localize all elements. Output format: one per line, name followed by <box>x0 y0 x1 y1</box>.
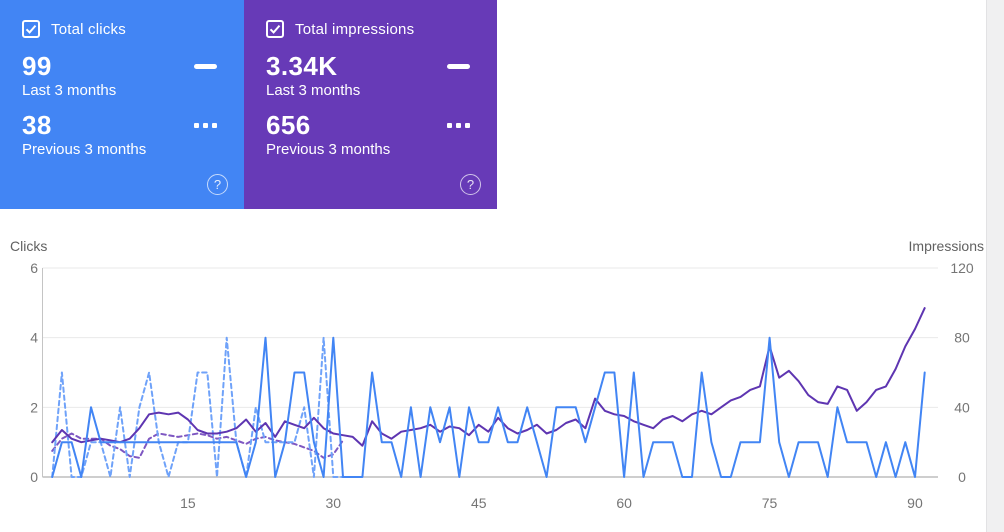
x-axis-tick-label: 60 <box>616 495 632 511</box>
solid-line-legend-icon <box>194 63 217 69</box>
primary-metric-label: Last 3 months <box>22 82 117 99</box>
checked-checkbox-icon[interactable] <box>22 20 40 38</box>
secondary-metric-value: 656 <box>266 109 311 140</box>
right-axis-tick-label: 0 <box>958 469 966 485</box>
impressions-prev-line <box>51 432 344 459</box>
left-axis-tick-label: 2 <box>30 399 38 415</box>
primary-metric-value: 3.34K <box>266 50 338 81</box>
left-axis-title: Clicks <box>10 238 47 254</box>
right-axis-tick-label: 120 <box>950 260 974 276</box>
total-impressions-card[interactable]: Total impressions 3.34K Last 3 months 65… <box>244 0 497 209</box>
dashed-line-legend-icon <box>194 122 217 128</box>
secondary-metric-label: Previous 3 months <box>266 141 391 158</box>
dashed-line-legend-icon <box>447 122 470 128</box>
card-header: Total impressions <box>266 20 497 38</box>
primary-metric-row: 99 <box>22 51 244 81</box>
secondary-metric-row: 38 <box>22 110 244 140</box>
secondary-metric-value: 38 <box>22 109 52 140</box>
secondary-metric-label: Previous 3 months <box>22 141 147 158</box>
metric-cards: Total clicks 99 Last 3 months 38 Previou… <box>0 0 497 209</box>
primary-metric-value: 99 <box>22 50 52 81</box>
left-axis-tick-label: 4 <box>30 330 38 346</box>
right-axis-tick-label: 80 <box>954 330 970 346</box>
total-clicks-card[interactable]: Total clicks 99 Last 3 months 38 Previou… <box>0 0 244 209</box>
performance-chart-svg[interactable]: Clicks Impressions 6 4 2 0 120 80 40 0 15 30 45 60 75 9… <box>0 230 1004 532</box>
checked-checkbox-icon[interactable] <box>266 20 284 38</box>
vertical-scrollbar[interactable] <box>986 0 1004 532</box>
help-icon[interactable]: ? <box>207 174 228 195</box>
card-title: Total impressions <box>295 20 415 38</box>
card-header: Total clicks <box>22 20 244 38</box>
primary-metric-label: Last 3 months <box>266 82 361 99</box>
primary-metric-row: 3.34K <box>266 51 497 81</box>
impressions-last-line <box>51 307 926 447</box>
x-axis-tick-label: 90 <box>907 495 923 511</box>
card-title: Total clicks <box>51 20 126 38</box>
solid-line-legend-icon <box>447 63 470 69</box>
x-axis-tick-label: 45 <box>471 495 487 511</box>
left-axis-tick-label: 0 <box>30 469 38 485</box>
help-icon[interactable]: ? <box>460 174 481 195</box>
x-axis-tick-label: 15 <box>180 495 196 511</box>
secondary-metric-row: 656 <box>266 110 497 140</box>
clicks-last-line <box>51 336 926 478</box>
left-axis-tick-label: 6 <box>30 260 38 276</box>
x-axis-tick-label: 75 <box>762 495 778 511</box>
performance-chart[interactable]: Clicks Impressions 6 4 2 0 120 80 40 0 15 30 45 60 75 9… <box>0 230 1004 532</box>
x-axis-tick-label: 30 <box>326 495 342 511</box>
right-axis-title: Impressions <box>909 238 984 254</box>
right-axis-tick-label: 40 <box>954 399 970 415</box>
